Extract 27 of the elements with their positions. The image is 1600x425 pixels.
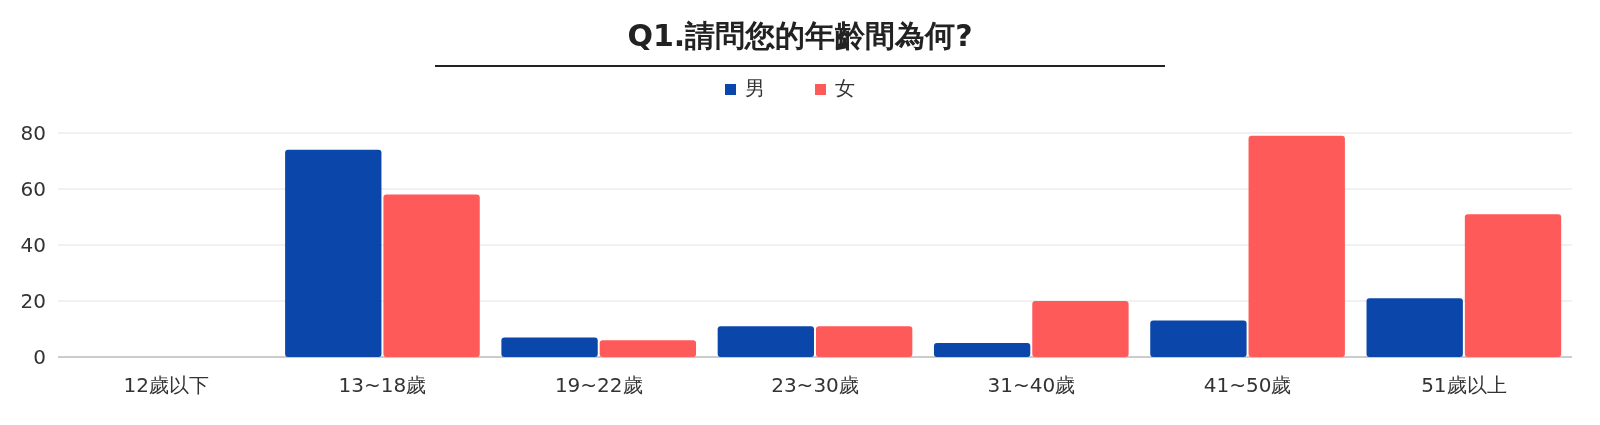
x-tick-label: 13~18歲 bbox=[338, 373, 427, 397]
bar bbox=[933, 343, 1031, 357]
bar bbox=[1366, 298, 1463, 357]
bar bbox=[1464, 214, 1562, 357]
chart-title: Q1.請問您的年齡間為何? bbox=[627, 18, 973, 53]
y-tick-label: 40 bbox=[20, 233, 46, 257]
x-tick-label: 41~50歲 bbox=[1203, 373, 1292, 397]
x-tick-label: 23~30歲 bbox=[771, 373, 859, 397]
x-tick-label: 19~22歲 bbox=[554, 373, 643, 397]
x-tick-label: 12歲以下 bbox=[123, 373, 209, 397]
bar bbox=[815, 326, 913, 357]
y-tick-label: 60 bbox=[20, 177, 46, 201]
bar bbox=[599, 340, 697, 357]
y-tick-label: 80 bbox=[20, 121, 46, 145]
x-tick-label: 51歲以上 bbox=[1421, 373, 1507, 397]
legend-label: 女 bbox=[835, 76, 855, 100]
x-tick-label: 31~40歲 bbox=[987, 373, 1076, 397]
bar bbox=[717, 326, 815, 357]
bar bbox=[1150, 320, 1247, 357]
bar bbox=[1032, 301, 1129, 357]
bar bbox=[1248, 135, 1345, 357]
y-tick-label: 20 bbox=[20, 289, 46, 313]
legend-label: 男 bbox=[745, 76, 765, 100]
bar bbox=[285, 149, 382, 357]
y-tick-label: 0 bbox=[33, 345, 46, 369]
bar bbox=[383, 194, 480, 357]
bar bbox=[501, 337, 598, 357]
